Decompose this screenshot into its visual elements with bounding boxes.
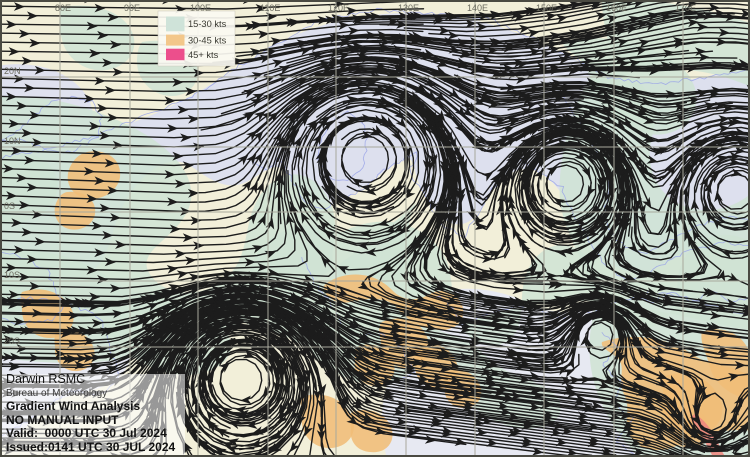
svg-text:120E: 120E (328, 3, 349, 13)
svg-text:10S: 10S (4, 270, 20, 280)
svg-text:150E: 150E (536, 3, 557, 13)
svg-text:20S: 20S (4, 336, 20, 346)
svg-text:15-30 kts: 15-30 kts (188, 19, 227, 29)
svg-text:45+ kts: 45+ kts (188, 50, 219, 60)
svg-text:170E: 170E (675, 3, 696, 13)
svg-text:30-45 kts: 30-45 kts (188, 36, 227, 46)
svg-text:90E: 90E (124, 3, 140, 13)
svg-text:130E: 130E (398, 3, 419, 13)
svg-text:160E: 160E (606, 3, 627, 13)
svg-text:80E: 80E (55, 3, 71, 13)
svg-text:110E: 110E (260, 3, 280, 13)
svg-text:10N: 10N (4, 136, 21, 146)
svg-text:20N: 20N (4, 66, 21, 76)
svg-text:0S: 0S (4, 201, 15, 211)
svg-text:140E: 140E (467, 3, 488, 13)
